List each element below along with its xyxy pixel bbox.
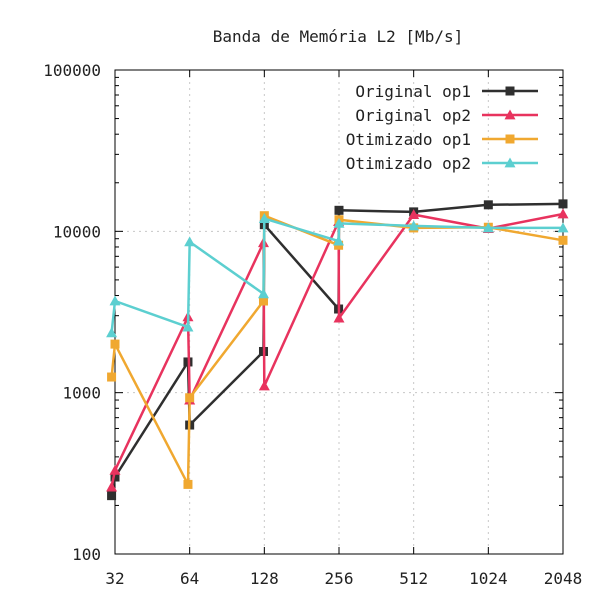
data-point xyxy=(182,321,194,332)
y-tick-label: 100000 xyxy=(43,61,101,80)
y-tick-label: 10000 xyxy=(53,222,101,241)
legend-label: Otimizado op2 xyxy=(346,154,471,173)
data-point xyxy=(258,213,270,223)
y-tick-label: 100 xyxy=(72,545,101,564)
x-tick-label: 2048 xyxy=(544,569,583,588)
data-point xyxy=(333,312,345,323)
series-layer xyxy=(106,199,569,501)
series-3 xyxy=(107,211,568,489)
series-line xyxy=(110,214,564,486)
legend-label: Original op1 xyxy=(355,82,471,101)
data-point xyxy=(258,380,270,391)
data-point xyxy=(258,296,268,306)
data-point xyxy=(110,472,120,482)
data-point xyxy=(183,479,193,489)
data-point xyxy=(257,288,269,299)
data-point xyxy=(483,200,493,210)
chart-title: Banda de Memória L2 [Mb/s] xyxy=(213,27,463,46)
x-tick-label: 128 xyxy=(250,569,279,588)
legend-marker xyxy=(504,109,516,120)
data-point xyxy=(107,491,117,501)
x-tick-label: 512 xyxy=(399,569,428,588)
ticks-layer: 32 64 128 256 512 1024 2048 100 1000 10000 100000 xyxy=(43,61,582,588)
data-point xyxy=(110,339,120,349)
x-tick-label: 1024 xyxy=(469,569,508,588)
data-point xyxy=(558,199,568,209)
legend: Original op1 Original op2 Otimizado op1 Oti… xyxy=(346,82,538,173)
x-tick-label: 32 xyxy=(105,569,124,588)
legend-label: Original op2 xyxy=(355,106,471,125)
x-tick-label: 256 xyxy=(325,569,354,588)
legend-label: Otimizado op1 xyxy=(346,130,471,149)
data-point xyxy=(109,464,121,475)
data-point xyxy=(334,205,344,215)
data-point xyxy=(106,481,118,492)
data-point xyxy=(185,393,195,403)
legend-marker xyxy=(505,134,515,144)
data-point xyxy=(333,217,345,228)
data-point xyxy=(184,236,196,247)
y-tick-label: 1000 xyxy=(62,384,101,403)
data-point xyxy=(106,327,118,338)
legend-marker xyxy=(504,157,516,168)
x-tick-label: 64 xyxy=(180,569,199,588)
series-4 xyxy=(106,213,569,338)
data-point xyxy=(333,235,345,246)
data-point xyxy=(408,220,420,231)
legend-marker xyxy=(505,86,515,96)
series-2 xyxy=(106,208,569,492)
data-point xyxy=(557,208,569,219)
data-point xyxy=(107,372,117,382)
data-point xyxy=(558,235,568,245)
data-point xyxy=(109,295,121,306)
series-line xyxy=(110,212,564,488)
data-point xyxy=(557,222,569,233)
data-point xyxy=(408,209,420,219)
data-point xyxy=(482,222,494,233)
